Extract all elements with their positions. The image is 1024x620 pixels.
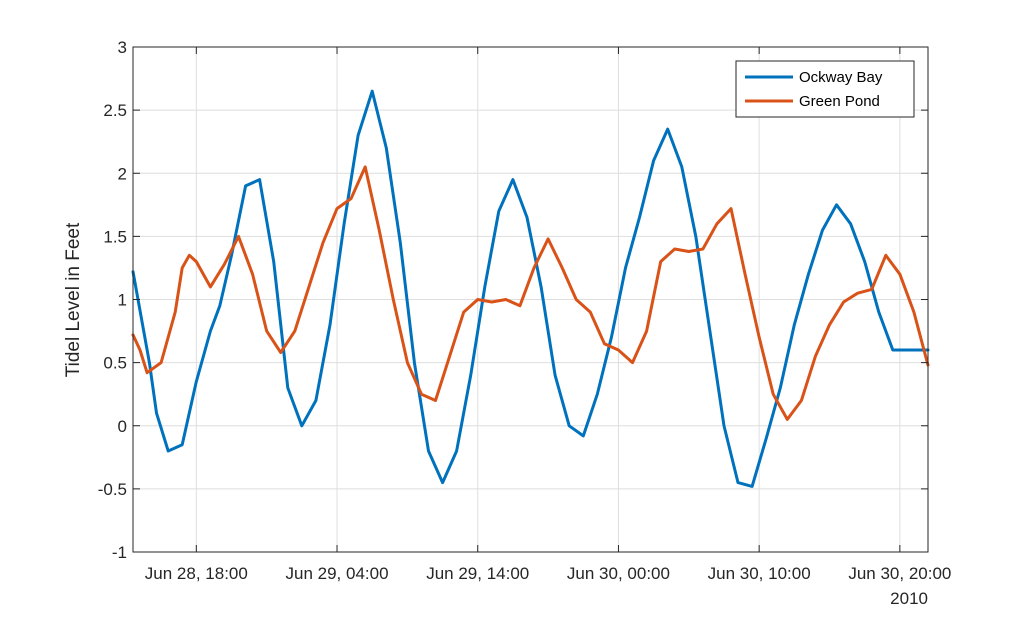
x-tick-label: Jun 30, 00:00 — [567, 564, 670, 583]
y-axis-label: Tidel Level in Feet — [63, 222, 84, 377]
y-tick-label: 1.5 — [103, 227, 127, 246]
series-line-green-pond — [131, 165, 930, 421]
legend: Ockway Bay Green Pond — [735, 60, 915, 118]
x-axis-secondary-label: 2010 — [890, 589, 928, 608]
y-tick-label: 1 — [118, 291, 127, 310]
series-layer — [131, 89, 930, 488]
x-tick-label: Jun 29, 04:00 — [286, 564, 389, 583]
x-tick-label: Jun 28, 18:00 — [145, 564, 248, 583]
legend-label: Green Pond — [799, 93, 880, 110]
y-tick-label: -0.5 — [98, 480, 127, 499]
legend-box — [735, 60, 915, 118]
y-tick-label: 0.5 — [103, 354, 127, 373]
y-tick-label: 3 — [118, 38, 127, 57]
x-tick-label: Jun 30, 10:00 — [708, 564, 811, 583]
y-tick-label: 0 — [118, 417, 127, 436]
series-line-ockway-bay — [131, 89, 930, 488]
y-tick-label: 2 — [118, 164, 127, 183]
y-tick-label: 2.5 — [103, 101, 127, 120]
y-tick-label: -1 — [112, 543, 127, 562]
ticks: -1 -0.5 0 0.5 1 1.5 2 2.5 3 Jun 28, 18:00 Jun 29, … — [98, 38, 952, 583]
legend-label: Ockway Bay — [799, 69, 883, 86]
x-tick-label: Jun 30, 20:00 — [848, 564, 951, 583]
x-tick-label: Jun 29, 14:00 — [426, 564, 529, 583]
